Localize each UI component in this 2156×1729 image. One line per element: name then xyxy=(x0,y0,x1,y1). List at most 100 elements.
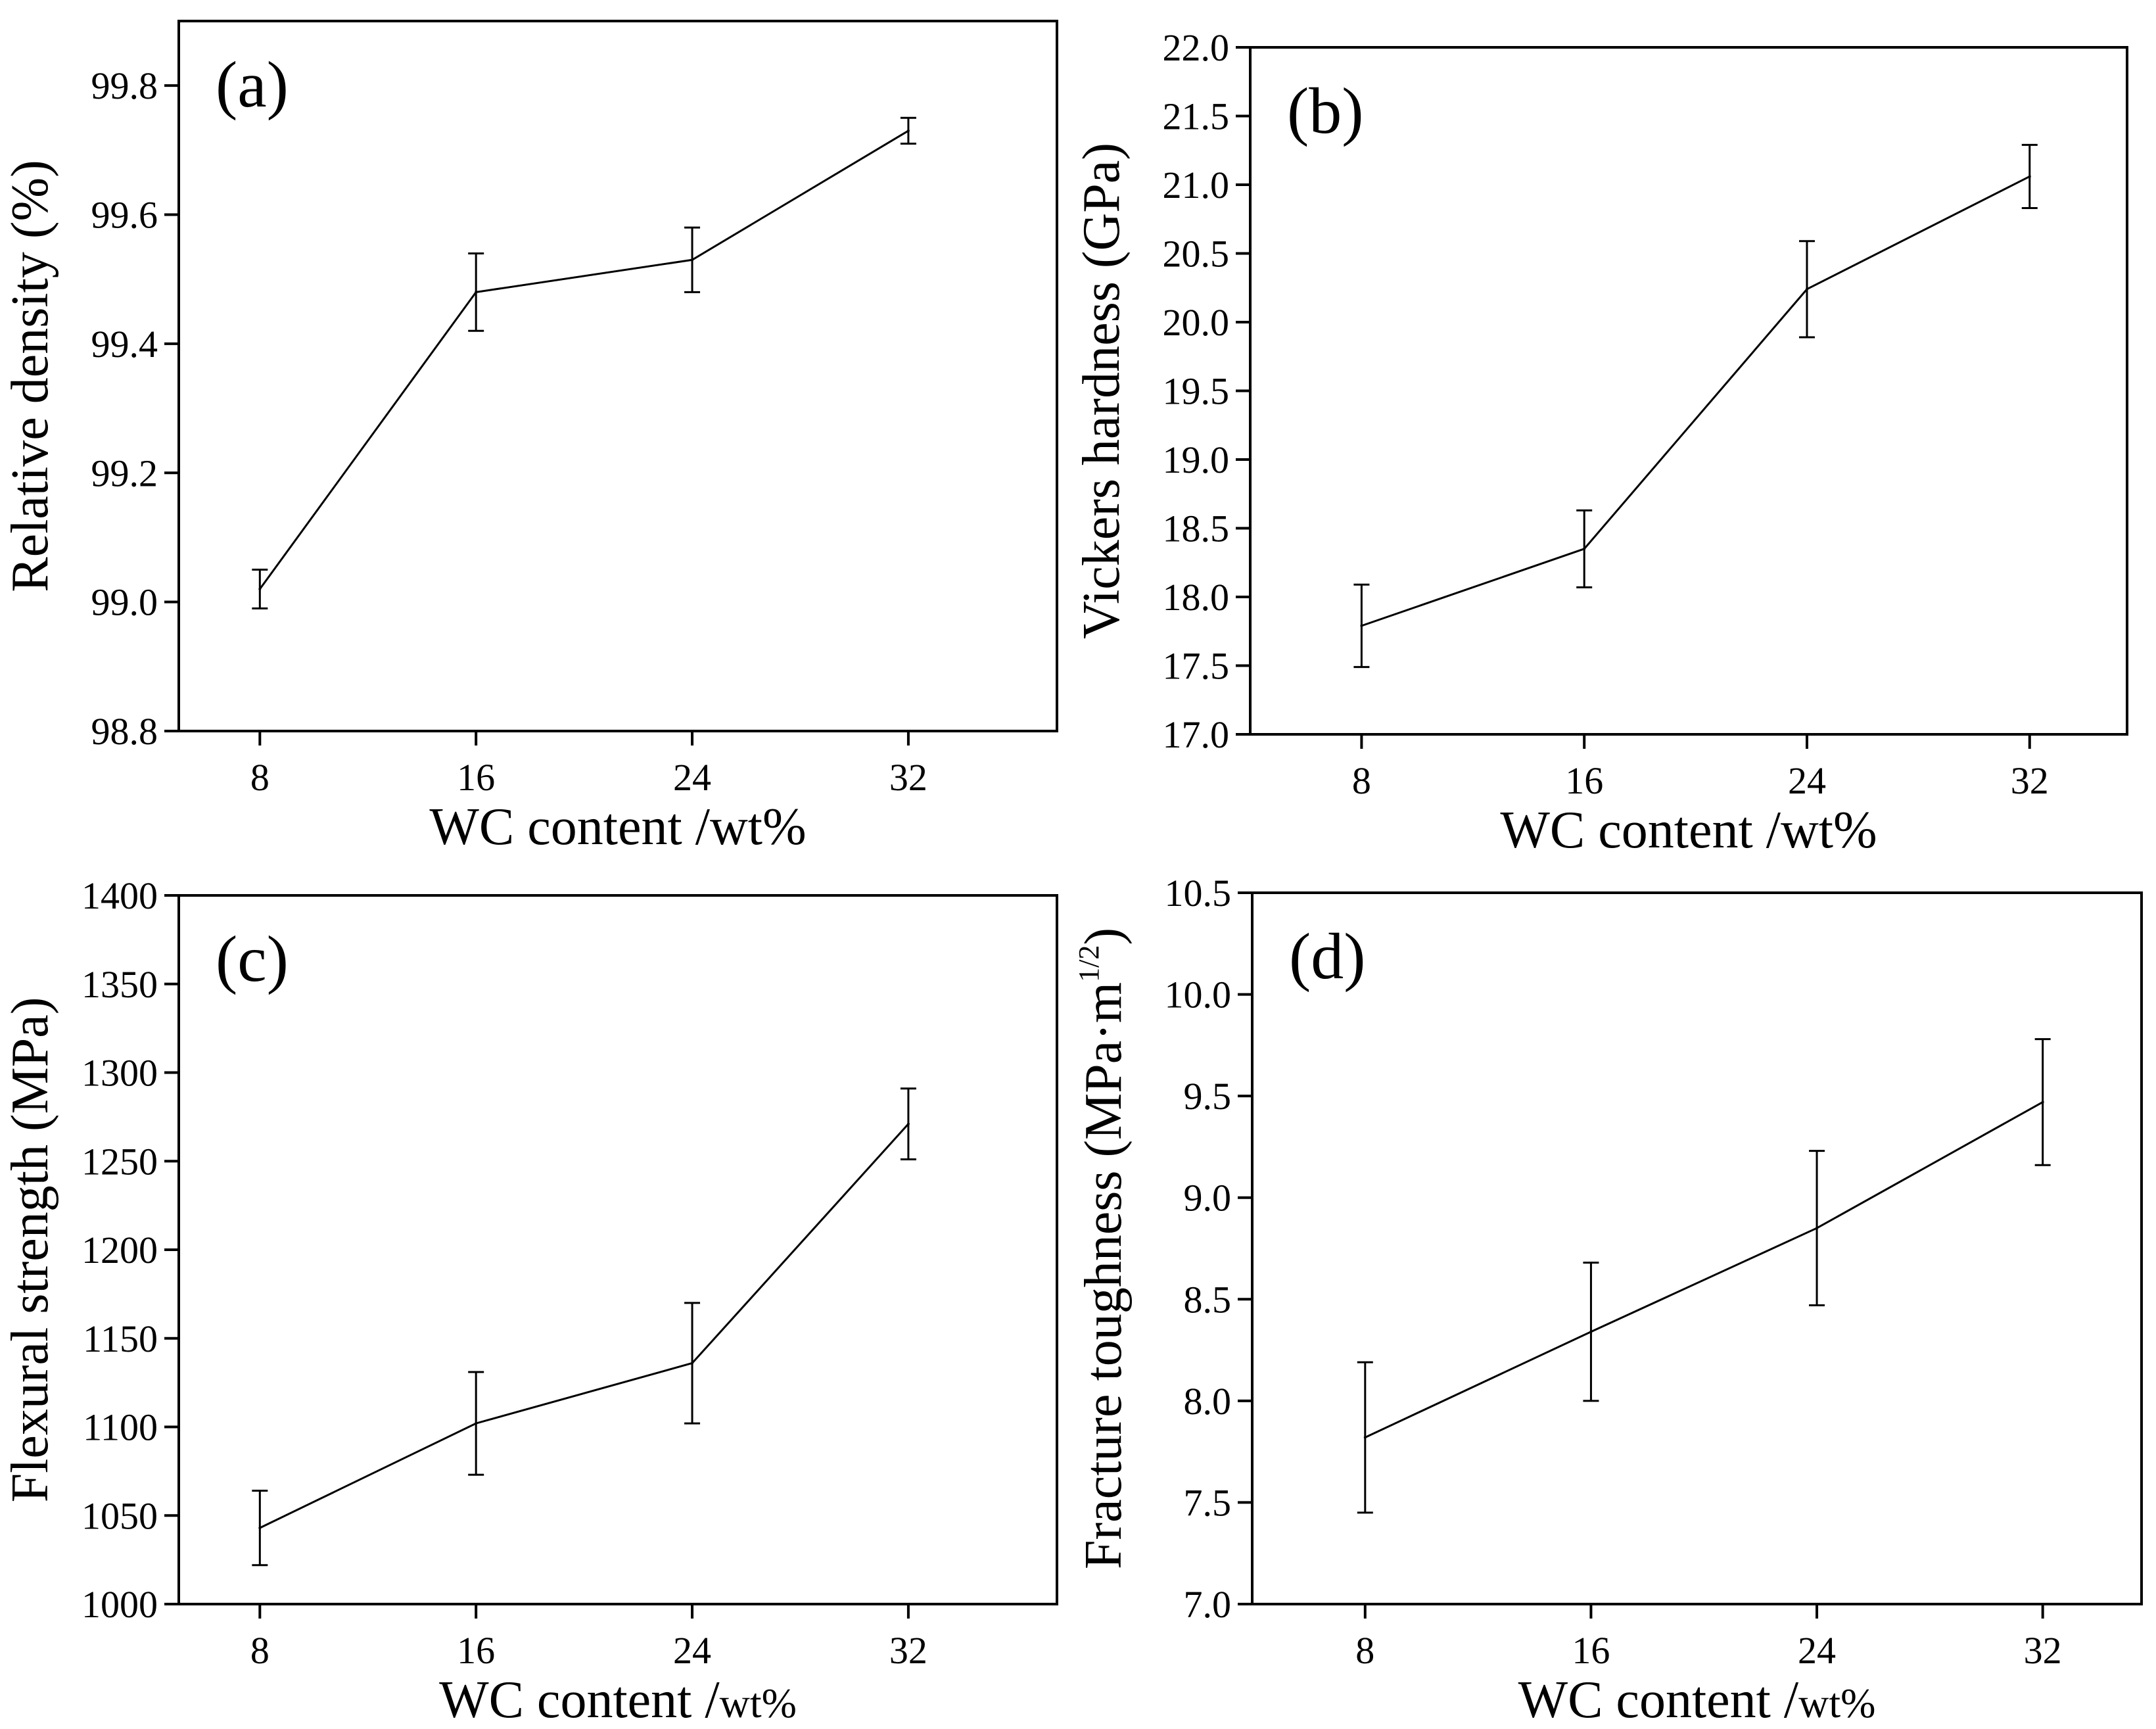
plot-frame-a xyxy=(177,20,1058,732)
data-point-d xyxy=(1589,1330,1593,1333)
panel-label-d: (d) xyxy=(1289,920,1366,993)
y-tick-label-c: 1350 xyxy=(82,963,158,1006)
y-axis-title-c: Flexural strength (MPa) xyxy=(1,997,59,1503)
panel-label-b: (b) xyxy=(1287,74,1364,147)
data-point-a xyxy=(906,129,910,132)
error-bar-a xyxy=(252,569,268,609)
y-tick-label-c: 1150 xyxy=(83,1317,158,1360)
x-tick-label-d: 32 xyxy=(2024,1629,2062,1672)
x-tick-label-d: 8 xyxy=(1355,1629,1374,1672)
y-axis-title-sup-d: 1/2 xyxy=(1073,945,1105,982)
plot-frame-d xyxy=(1251,891,2143,1605)
panel-label-a: (a) xyxy=(216,48,289,121)
y-axis-title-main-d: Fracture toughness (MPa·m xyxy=(1075,982,1133,1569)
y-tick-label-b: 20.5 xyxy=(1163,233,1230,275)
panel-b: 17.0 17.5 18.0 18.5 19.0 19.5 20.0 20.5 21.0 21.5… xyxy=(1073,26,2128,859)
y-tick-label-b: 18.0 xyxy=(1163,576,1230,619)
y-tick-label-c: 1250 xyxy=(82,1140,158,1183)
error-bar-b xyxy=(1798,240,1815,339)
data-point-c xyxy=(691,1362,694,1365)
series-line-a xyxy=(259,130,909,590)
error-bar-d xyxy=(2034,1038,2051,1166)
y-tick-label-d: 7.5 xyxy=(1184,1481,1232,1524)
x-tick-label-b: 24 xyxy=(1788,759,1826,802)
data-point-c xyxy=(475,1422,478,1425)
error-bar-a xyxy=(900,116,916,145)
x-axis-title-d: WC content /wt% xyxy=(1518,1671,1876,1729)
error-bar-c xyxy=(684,1302,701,1425)
x-tick-label-c: 16 xyxy=(457,1629,495,1672)
x-tick-label-a: 24 xyxy=(673,756,711,799)
y-tick-label-d: 8.0 xyxy=(1184,1380,1232,1423)
x-axis-title-main-a: WC content /wt% xyxy=(429,798,806,856)
y-axis-title-d: Fracture toughness (MPa·m1/2) xyxy=(1073,928,1133,1569)
data-point-a xyxy=(475,291,478,294)
data-point-b xyxy=(1805,287,1808,291)
y-axis-title-main-b: Vickers hardness (GPa) xyxy=(1073,143,1131,639)
x-tick-label-c: 24 xyxy=(673,1629,711,1672)
y-tick-label-b: 20.0 xyxy=(1163,301,1230,344)
error-bar-b xyxy=(2021,143,2038,210)
error-bar-d xyxy=(1583,1262,1599,1402)
y-axis-title-close-d: ) xyxy=(1075,928,1133,945)
x-tick-label-a: 16 xyxy=(457,756,495,799)
y-tick-label-d: 10.5 xyxy=(1165,872,1232,914)
y-tick-label-c: 1050 xyxy=(82,1494,158,1537)
y-tick-label-b: 22.0 xyxy=(1163,26,1230,69)
y-tick-label-b: 21.0 xyxy=(1163,164,1230,206)
data-point-b xyxy=(1360,624,1363,627)
y-axis-title-a: Relative density (%) xyxy=(1,160,59,592)
y-axis-title-main-c: Flexural strength (MPa) xyxy=(1,997,59,1503)
panel-label-c: (c) xyxy=(216,922,289,995)
data-point-b xyxy=(1583,547,1586,550)
x-tick-label-a: 32 xyxy=(889,756,927,799)
x-tick-label-b: 8 xyxy=(1352,759,1371,802)
data-point-d xyxy=(1363,1436,1367,1439)
x-axis-title-c: WC content /wt% xyxy=(439,1671,797,1729)
data-point-c xyxy=(906,1122,910,1125)
y-tick-label-a: 99.6 xyxy=(91,194,158,237)
error-bar-c xyxy=(900,1087,916,1161)
error-bar-a xyxy=(684,226,701,293)
x-tick-label-b: 16 xyxy=(1565,759,1603,802)
y-tick-label-c: 1100 xyxy=(83,1406,158,1449)
series-line-b xyxy=(1361,176,2030,627)
y-tick-label-c: 1000 xyxy=(82,1583,158,1626)
y-tick-label-b: 17.0 xyxy=(1163,713,1230,756)
y-tick-label-d: 10.0 xyxy=(1165,974,1232,1016)
x-axis-title-b: WC content /wt% xyxy=(1500,801,1877,859)
x-tick-label-a: 8 xyxy=(250,756,270,799)
panel-c: 1000 1050 1100 1150 1200 1250 1300 1350 1400 8 16 2… xyxy=(1,874,1058,1729)
y-axis-title-b: Vickers hardness (GPa) xyxy=(1073,143,1131,639)
x-tick-label-d: 24 xyxy=(1798,1629,1836,1672)
y-tick-label-c: 1300 xyxy=(82,1052,158,1095)
x-axis-title-unit-d: wt% xyxy=(1798,1680,1875,1726)
error-bar-a xyxy=(468,252,484,332)
error-bar-b xyxy=(1576,509,1593,588)
y-tick-label-a: 98.8 xyxy=(91,710,158,753)
x-tick-label-c: 8 xyxy=(250,1629,270,1672)
y-tick-label-d: 9.0 xyxy=(1184,1177,1232,1220)
error-bar-d xyxy=(1357,1361,1373,1514)
y-tick-label-d: 8.5 xyxy=(1184,1278,1232,1321)
x-tick-label-d: 16 xyxy=(1572,1629,1610,1672)
x-axis-title-unit-c: wt% xyxy=(720,1680,797,1726)
error-bar-c xyxy=(468,1371,484,1476)
x-axis-title-main-d: WC content / xyxy=(1518,1671,1799,1729)
data-point-d xyxy=(2041,1101,2044,1104)
data-point-b xyxy=(2028,175,2031,178)
x-axis-title-a: WC content /wt% xyxy=(429,798,806,856)
y-tick-label-c: 1400 xyxy=(82,874,158,917)
y-tick-label-b: 18.5 xyxy=(1163,508,1230,550)
error-bar-b xyxy=(1353,583,1370,669)
y-tick-label-a: 99.2 xyxy=(91,452,158,494)
x-tick-label-b: 32 xyxy=(2011,759,2049,802)
y-axis-title-main-a: Relative density (%) xyxy=(1,160,59,592)
y-tick-label-d: 9.5 xyxy=(1184,1075,1232,1118)
y-tick-label-c: 1200 xyxy=(82,1229,158,1271)
y-tick-label-b: 21.5 xyxy=(1163,95,1230,138)
series-line-c xyxy=(259,1123,910,1529)
x-axis-title-main-b: WC content /wt% xyxy=(1500,801,1877,859)
error-bar-d xyxy=(1809,1150,1825,1307)
